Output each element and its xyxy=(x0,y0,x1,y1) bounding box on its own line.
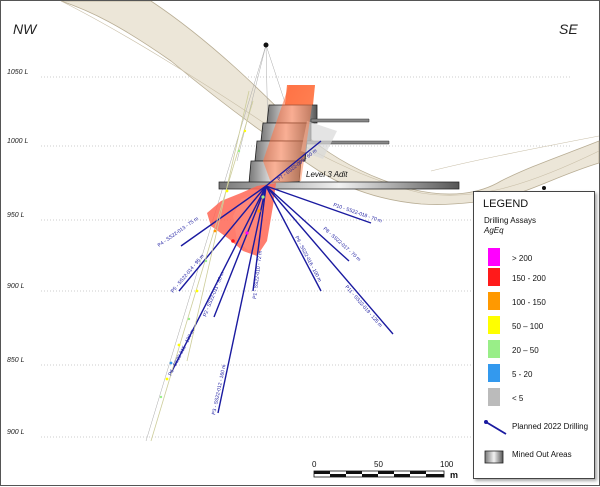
drill-hole-trace xyxy=(265,185,394,335)
legend-swatch-1 xyxy=(488,268,500,286)
elevation-label: 950 L xyxy=(7,212,25,219)
legend-label-1: 150 - 200 xyxy=(512,274,546,283)
assay-dot xyxy=(177,343,181,347)
scale-seg xyxy=(362,474,378,477)
drill-hole-trace xyxy=(265,140,322,187)
assay-dot xyxy=(159,395,163,399)
elevation-label: 900 L xyxy=(7,429,25,436)
scale-bar: 0 50 100 m xyxy=(312,460,458,480)
drill-hole-trace xyxy=(265,185,350,262)
historic-drill-traces xyxy=(150,90,265,442)
scale-tick-50: 50 xyxy=(374,460,383,469)
scale-unit: m xyxy=(450,470,458,480)
legend-label-3: 50 – 100 xyxy=(512,322,544,331)
assay-dot xyxy=(204,259,208,263)
historic-trace xyxy=(186,90,250,362)
elevation-label: 1000 L xyxy=(7,138,29,145)
scale-tick-0: 0 xyxy=(312,460,317,469)
scale-seg xyxy=(426,474,444,477)
level-drift-1 xyxy=(310,118,370,123)
drill-hole-trace xyxy=(178,185,267,292)
drill-label-p10: P10 - SS22-018 - 70 m xyxy=(332,202,382,224)
fan-line xyxy=(236,44,267,162)
drill-hole-trace xyxy=(252,185,267,292)
legend-swatch-2 xyxy=(488,292,500,310)
drill-hole-trace xyxy=(265,185,372,224)
drill-label-p9: P9 - SS22-016 - 100 m xyxy=(293,235,322,283)
scale-seg xyxy=(378,471,394,474)
legend-swatch-5 xyxy=(488,364,500,382)
scale-tick-100: 100 xyxy=(440,460,454,469)
fan-line xyxy=(145,44,267,442)
assay-dot xyxy=(243,129,247,133)
assay-dot xyxy=(237,149,241,153)
drill-label-p6: P6 - SS22-015 - 130 m xyxy=(167,329,196,377)
legend-title: LEGEND xyxy=(483,198,529,210)
legend-mined-label: Mined Out Areas xyxy=(512,450,572,459)
surface-collar-point xyxy=(263,42,269,48)
legend-planned-label: Planned 2022 Drilling xyxy=(512,422,589,431)
drill-label-p4: P4 - SS22-013 - 75 m xyxy=(157,216,200,249)
legend-label-2: 100 - 150 xyxy=(512,298,546,307)
drill-hole-trace xyxy=(180,185,267,247)
legend: LEGEND Drilling Assays AgEq > 200 150 - … xyxy=(473,191,595,479)
drill-label-p5: P5 - SS22-014 - 95 m xyxy=(170,253,206,294)
scale-seg xyxy=(330,474,346,477)
ore-shell-upper xyxy=(263,85,315,183)
legend-label-6: < 5 xyxy=(512,394,524,403)
adit-label: Level 3 Adit xyxy=(306,170,348,179)
legend-label-4: 20 – 50 xyxy=(512,346,539,355)
assay-dot xyxy=(169,361,173,365)
drill-hole-trace xyxy=(217,185,267,414)
elevation-label: 1050 L xyxy=(7,69,29,76)
assay-dot xyxy=(225,189,229,193)
legend-label-0: > 200 xyxy=(512,254,533,263)
topo-line-2 xyxy=(430,135,600,172)
scale-seg xyxy=(410,471,426,474)
elevation-label: 900 L xyxy=(7,283,25,290)
assay-dot xyxy=(165,377,169,381)
drill-hole-trace xyxy=(265,185,322,292)
assay-dot xyxy=(257,209,261,213)
legend-subtitle-text: Drilling Assays xyxy=(484,216,537,225)
scale-seg xyxy=(346,471,362,474)
planned-drilling-icon xyxy=(484,420,507,435)
historic-trace xyxy=(150,100,254,442)
scale-seg xyxy=(314,471,330,474)
legend-subtitle: Drilling Assays AgEq xyxy=(484,216,536,236)
assay-dot xyxy=(195,289,199,293)
topo-line xyxy=(60,1,600,196)
drill-label-p1: P1 - SS22-010 - 72 m xyxy=(252,251,264,300)
drill-hole-trace xyxy=(213,185,267,318)
drill-hole-trace xyxy=(170,185,267,374)
se-collar-point xyxy=(542,186,546,190)
legend-swatch-4 xyxy=(488,340,500,358)
legend-swatch-6 xyxy=(488,388,500,406)
legend-swatch-0 xyxy=(488,248,500,266)
legend-label-5: 5 - 20 xyxy=(512,370,533,379)
mined-out-icon xyxy=(484,450,504,464)
orientation-right: SE xyxy=(559,21,578,37)
legend-swatch-3 xyxy=(488,316,500,334)
assay-dot xyxy=(245,231,249,235)
elevation-label: 850 L xyxy=(7,357,25,364)
legend-subtitle-unit: AgEq xyxy=(484,226,504,235)
assay-dot xyxy=(231,239,235,243)
assay-dot xyxy=(261,195,265,199)
assay-dot xyxy=(213,229,217,233)
scale-seg xyxy=(394,474,410,477)
level-3-adit-drift xyxy=(218,181,460,190)
planned-drill-holes xyxy=(170,140,394,414)
orientation-left: NW xyxy=(13,21,38,37)
assay-dot xyxy=(187,317,191,321)
